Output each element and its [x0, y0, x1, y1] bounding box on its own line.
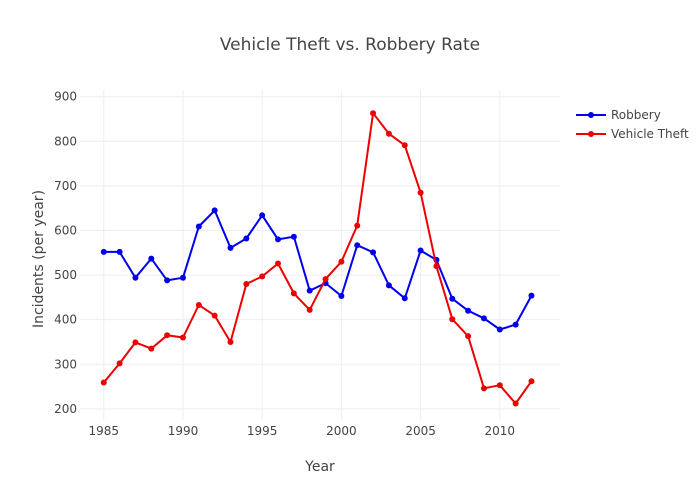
- y-tick-label-800: 800: [54, 134, 77, 148]
- y-tick-label-400: 400: [54, 313, 77, 327]
- point-robbery-2011: [512, 321, 519, 328]
- point-vehicle-theft-2005: [417, 189, 424, 196]
- point-vehicle-theft-1999: [322, 276, 329, 283]
- x-tick-label-1995: 1995: [247, 424, 278, 438]
- legend-marker-robbery: [588, 112, 594, 118]
- point-vehicle-theft-2000: [338, 258, 345, 265]
- series-line-robbery: [103, 209, 533, 331]
- legend-label-vehicle-theft: Vehicle Theft: [611, 127, 689, 141]
- point-robbery-2004: [401, 295, 408, 302]
- legend-item-vehicle-theft[interactable]: Vehicle Theft: [576, 127, 689, 141]
- chart-title: Vehicle Theft vs. Robbery Rate: [220, 35, 480, 55]
- y-tick-label-300: 300: [54, 357, 77, 371]
- point-vehicle-theft-1987: [132, 339, 139, 346]
- x-tick-label-2000: 2000: [326, 424, 357, 438]
- series-layer: [100, 110, 535, 407]
- y-axis-title: Incidents (per year): [31, 190, 47, 328]
- point-vehicle-theft-1997: [290, 290, 297, 297]
- legend-label-robbery: Robbery: [611, 108, 661, 122]
- point-robbery-2003: [385, 282, 392, 289]
- y-tick-label-900: 900: [54, 90, 77, 104]
- y-tick-label-200: 200: [54, 402, 77, 416]
- point-robbery-1987: [132, 274, 139, 281]
- legend-item-robbery[interactable]: Robbery: [576, 108, 661, 122]
- point-vehicle-theft-1994: [243, 280, 250, 287]
- point-robbery-2005: [417, 247, 424, 254]
- tick-layer: 200 300 400 500 600 700 800 900 1985 1990 1995 2000…: [54, 90, 515, 438]
- point-robbery-1995: [259, 212, 266, 219]
- point-vehicle-theft-2003: [385, 130, 392, 137]
- x-tick-label-1990: 1990: [168, 424, 199, 438]
- point-robbery-2000: [338, 293, 345, 300]
- point-vehicle-theft-1989: [164, 332, 171, 339]
- point-vehicle-theft-2011: [512, 400, 519, 407]
- point-robbery-1990: [179, 274, 186, 281]
- grid-layer: [80, 90, 560, 420]
- point-robbery-2012: [528, 292, 535, 299]
- point-robbery-2010: [496, 326, 503, 333]
- x-axis-title: Year: [304, 459, 335, 475]
- point-vehicle-theft-1995: [259, 273, 266, 280]
- x-tick-label-2010: 2010: [485, 424, 516, 438]
- x-tick-label-2005: 2005: [405, 424, 436, 438]
- legend[interactable]: Robbery Vehicle Theft: [576, 108, 689, 141]
- point-vehicle-theft-2007: [449, 316, 456, 323]
- point-vehicle-theft-2004: [401, 142, 408, 149]
- point-robbery-1998: [306, 287, 313, 294]
- point-robbery-2001: [354, 242, 361, 249]
- point-robbery-1992: [211, 207, 218, 214]
- point-robbery-2002: [370, 249, 377, 256]
- point-vehicle-theft-2002: [370, 110, 377, 117]
- y-tick-label-700: 700: [54, 179, 77, 193]
- point-vehicle-theft-2009: [480, 385, 487, 392]
- point-vehicle-theft-1991: [195, 301, 202, 308]
- point-vehicle-theft-1998: [306, 306, 313, 313]
- point-vehicle-theft-2001: [354, 222, 361, 229]
- point-vehicle-theft-1985: [100, 379, 107, 386]
- point-robbery-1988: [148, 255, 155, 262]
- y-tick-label-600: 600: [54, 223, 77, 237]
- point-vehicle-theft-2010: [496, 382, 503, 389]
- point-robbery-1991: [195, 223, 202, 230]
- point-robbery-1993: [227, 244, 234, 251]
- point-vehicle-theft-2008: [465, 333, 472, 340]
- legend-marker-vehicle-theft: [588, 131, 594, 137]
- x-tick-label-1985: 1985: [88, 424, 119, 438]
- point-vehicle-theft-1988: [148, 345, 155, 352]
- point-vehicle-theft-1986: [116, 360, 123, 367]
- y-tick-label-500: 500: [54, 268, 77, 282]
- point-vehicle-theft-1992: [211, 312, 218, 319]
- point-vehicle-theft-1996: [275, 260, 282, 267]
- point-robbery-1986: [116, 248, 123, 255]
- point-robbery-1997: [290, 233, 297, 240]
- point-vehicle-theft-2006: [433, 263, 440, 270]
- series-line-vehicle-theft: [103, 112, 533, 405]
- point-robbery-1996: [275, 236, 282, 243]
- point-robbery-1985: [100, 248, 107, 255]
- point-robbery-2007: [449, 295, 456, 302]
- point-vehicle-theft-1990: [179, 334, 186, 341]
- point-robbery-2008: [465, 307, 472, 314]
- point-robbery-1989: [164, 277, 171, 284]
- series-robbery: [100, 207, 535, 333]
- point-vehicle-theft-1993: [227, 338, 234, 345]
- series-vehicle-theft: [100, 110, 535, 407]
- point-robbery-2009: [480, 315, 487, 322]
- point-robbery-1994: [243, 235, 250, 242]
- point-vehicle-theft-2012: [528, 378, 535, 385]
